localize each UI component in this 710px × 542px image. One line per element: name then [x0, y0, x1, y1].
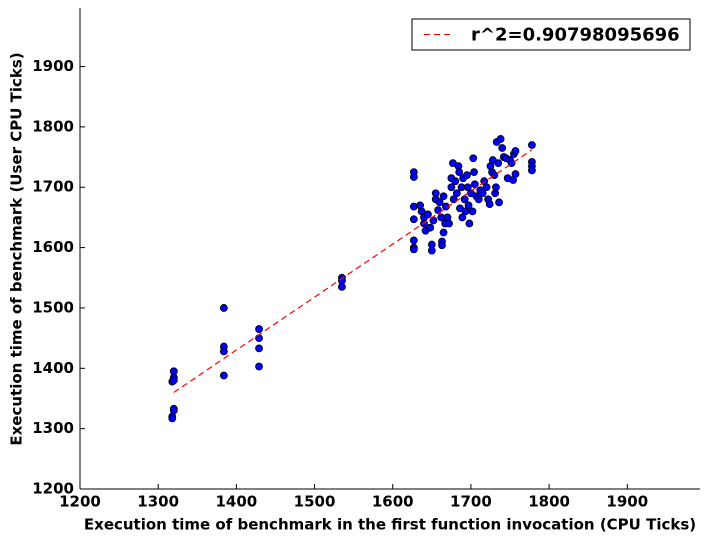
point — [494, 159, 503, 168]
point — [455, 168, 464, 177]
point — [424, 210, 432, 219]
point — [468, 207, 477, 216]
point — [439, 192, 448, 201]
x-axis-label: Execution time of benchmark in the first… — [84, 516, 696, 534]
y-tick-label: 1400 — [32, 359, 74, 377]
x-tick-label: 1200 — [59, 493, 101, 511]
y-tick-label: 1800 — [32, 117, 74, 135]
y-tick-label: 1700 — [32, 178, 74, 196]
point — [439, 228, 448, 237]
x-tick-label: 1400 — [215, 493, 257, 511]
point — [485, 200, 494, 209]
point — [470, 168, 478, 177]
legend-label: r^2=0.90798095696 — [471, 25, 680, 46]
fit-line — [173, 149, 533, 393]
x-tick-label: 1500 — [294, 493, 336, 511]
point — [511, 170, 520, 178]
legend-box — [411, 18, 691, 51]
point — [474, 195, 483, 204]
y-axis-label: Execution time of benchmark (User CPU Ti… — [8, 52, 26, 445]
x-tick-label: 1700 — [450, 493, 492, 511]
point — [451, 177, 460, 186]
point — [427, 246, 436, 255]
x-tick-label: 1900 — [606, 493, 648, 511]
point — [219, 371, 228, 380]
y-tick-label: 1200 — [32, 480, 74, 498]
point — [169, 376, 178, 385]
point — [465, 219, 474, 228]
point — [219, 347, 228, 356]
point — [469, 154, 478, 163]
y-tick-label: 1300 — [32, 419, 74, 437]
point — [458, 213, 467, 222]
point — [426, 223, 435, 232]
y-tick-label: 1500 — [32, 298, 74, 316]
point — [492, 183, 500, 192]
point — [435, 198, 444, 207]
point — [409, 173, 418, 181]
y-tick-label: 1600 — [32, 238, 74, 256]
point — [168, 414, 177, 423]
point — [463, 183, 472, 192]
point — [496, 135, 505, 143]
point — [434, 206, 442, 215]
point — [219, 304, 228, 312]
point — [442, 202, 450, 211]
point — [447, 183, 456, 192]
point — [338, 282, 346, 291]
point — [409, 245, 418, 254]
point — [498, 144, 507, 152]
point — [463, 171, 471, 180]
x-tick-label: 1800 — [528, 493, 570, 511]
point — [482, 183, 491, 192]
point — [511, 147, 520, 155]
point — [255, 362, 263, 371]
point — [255, 344, 263, 353]
point — [255, 325, 263, 333]
point — [495, 198, 503, 207]
point — [470, 180, 479, 189]
point — [409, 202, 418, 211]
point — [464, 201, 473, 210]
x-tick-label: 1600 — [372, 493, 414, 511]
point — [528, 141, 536, 149]
point — [452, 189, 461, 198]
point — [409, 215, 418, 224]
point — [438, 241, 446, 250]
point — [478, 189, 487, 198]
point — [445, 219, 453, 228]
point — [528, 166, 536, 175]
y-tick-label: 1900 — [32, 57, 74, 75]
x-tick-label: 1300 — [137, 493, 179, 511]
point — [409, 236, 418, 245]
